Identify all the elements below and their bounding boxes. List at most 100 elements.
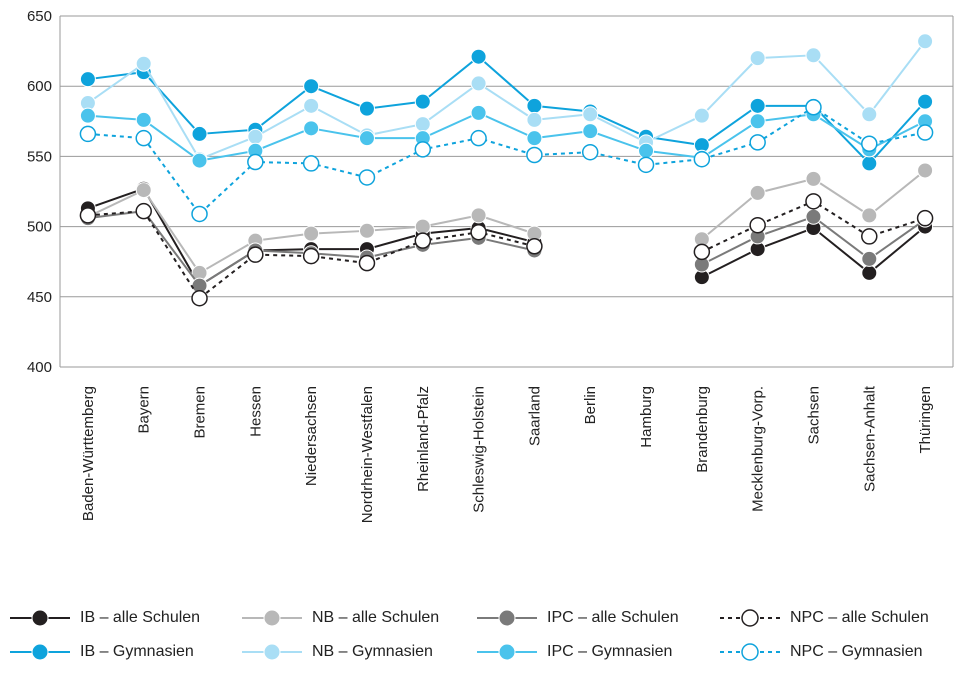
- legend-marker: [10, 609, 70, 627]
- data-point: [247, 153, 264, 171]
- data-point: [470, 223, 487, 241]
- x-tick-label: Baden-Württemberg: [80, 386, 97, 521]
- data-point: [526, 97, 543, 114]
- legend-marker: [477, 609, 537, 627]
- series-line: [87, 55, 926, 165]
- legend-item: IB – Gymnasien: [8, 639, 194, 665]
- data-point: [749, 216, 766, 234]
- data-point: [358, 222, 375, 239]
- data-point: [805, 193, 822, 210]
- x-tick-label: Hessen: [247, 386, 264, 437]
- legend-label: IB – alle Schulen: [80, 609, 201, 626]
- data-point: [191, 125, 208, 142]
- x-tick-label: Brandenburg: [694, 386, 711, 473]
- y-tick-label: 450: [27, 289, 52, 306]
- data-point: [582, 106, 599, 123]
- data-point: [79, 71, 96, 88]
- legend-item: IB – alle Schulen: [8, 605, 200, 631]
- data-point: [805, 47, 822, 64]
- legend-label: NB – alle Schulen: [312, 609, 440, 626]
- legend-label: IB – Gymnasien: [80, 643, 194, 660]
- y-tick-labels: 400 450 500 550 600 650: [27, 8, 52, 376]
- data-point: [805, 208, 822, 225]
- data-point: [805, 170, 822, 187]
- series-ipc-alle-schulen: [79, 203, 934, 294]
- series-ipc-gymnasien: [79, 104, 934, 169]
- data-point: [526, 146, 543, 164]
- data-point: [414, 232, 432, 249]
- x-tick-label: Schleswig-Holstein: [471, 386, 488, 513]
- x-tick-label: Thüringen: [917, 386, 934, 454]
- data-point: [637, 156, 655, 174]
- data-point: [247, 246, 264, 263]
- x-tick-label: Bayern: [136, 386, 153, 434]
- data-point: [693, 107, 710, 124]
- data-point: [79, 207, 97, 224]
- data-point: [191, 152, 208, 169]
- data-point: [191, 205, 208, 223]
- legend-label: NPC – Gymnasien: [790, 643, 923, 660]
- x-tick-label: Mecklenburg-Vorp.: [750, 386, 767, 512]
- series-ib-gymnasien: [79, 48, 934, 172]
- data-point: [916, 209, 934, 227]
- series-npc-gymnasien: [79, 99, 934, 223]
- y-tick-label: 400: [27, 359, 52, 376]
- line-chart: 400 450 500 550 600 650 Baden-Württemberg Baye…: [27, 8, 954, 523]
- data-point: [861, 155, 878, 172]
- series-line: [87, 111, 926, 162]
- data-point: [581, 143, 599, 161]
- data-point: [303, 78, 320, 95]
- x-tick-label: Nordrhein-Westfalen: [359, 386, 376, 523]
- data-point: [470, 48, 487, 65]
- x-tick-label: Hamburg: [638, 386, 655, 448]
- data-point: [526, 238, 543, 255]
- data-point: [135, 182, 152, 199]
- data-point: [135, 202, 152, 220]
- data-point: [916, 124, 934, 141]
- data-point: [861, 250, 878, 267]
- data-point: [917, 33, 934, 50]
- x-tick-label: Bremen: [192, 386, 209, 439]
- axes: [59, 16, 954, 367]
- x-tick-label: Sachsen-Anhalt: [861, 385, 878, 492]
- y-tick-label: 600: [27, 78, 52, 95]
- data-point: [414, 116, 431, 133]
- data-point: [470, 207, 487, 224]
- legend-label: IPC – Gymnasien: [547, 643, 673, 660]
- legend-item: IPC – Gymnasien: [475, 639, 672, 665]
- data-point: [135, 55, 152, 72]
- legend-item: NB – alle Schulen: [240, 605, 439, 631]
- legend-marker: [242, 643, 302, 661]
- legend-marker: [10, 643, 70, 661]
- series-nb-alle-schulen: [79, 162, 934, 281]
- legend-item: NPC – Gymnasien: [718, 639, 923, 665]
- x-tick-label: Rheinland-Pfalz: [415, 386, 432, 492]
- data-point: [861, 228, 878, 245]
- data-point: [470, 129, 487, 147]
- data-point: [79, 125, 97, 143]
- data-point: [861, 135, 878, 153]
- data-point: [303, 120, 320, 137]
- data-point: [414, 218, 431, 235]
- data-point: [191, 289, 208, 307]
- legend-label: IPC – alle Schulen: [547, 609, 679, 626]
- data-point: [247, 128, 264, 145]
- data-point: [693, 150, 711, 168]
- legend-label: NPC – alle Schulen: [790, 609, 929, 626]
- data-point: [749, 97, 766, 114]
- x-tick-label: Berlin: [582, 386, 599, 424]
- x-tick-label: Saarland: [526, 386, 543, 446]
- legend-marker: [720, 643, 780, 661]
- data-point: [470, 75, 487, 92]
- legend-item: NB – Gymnasien: [240, 639, 433, 665]
- data-point: [582, 123, 599, 140]
- data-point: [526, 111, 543, 128]
- data-point: [917, 93, 934, 110]
- legend-label: NB – Gymnasien: [312, 643, 433, 660]
- x-tick-label: Niedersachsen: [303, 386, 320, 486]
- data-point: [749, 113, 766, 130]
- data-point: [302, 247, 320, 265]
- legend: IB – alle Schulen NB – alle Schulen IPC – …: [0, 608, 955, 679]
- legend-item: NPC – alle Schulen: [718, 605, 929, 631]
- legend-marker: [477, 643, 537, 661]
